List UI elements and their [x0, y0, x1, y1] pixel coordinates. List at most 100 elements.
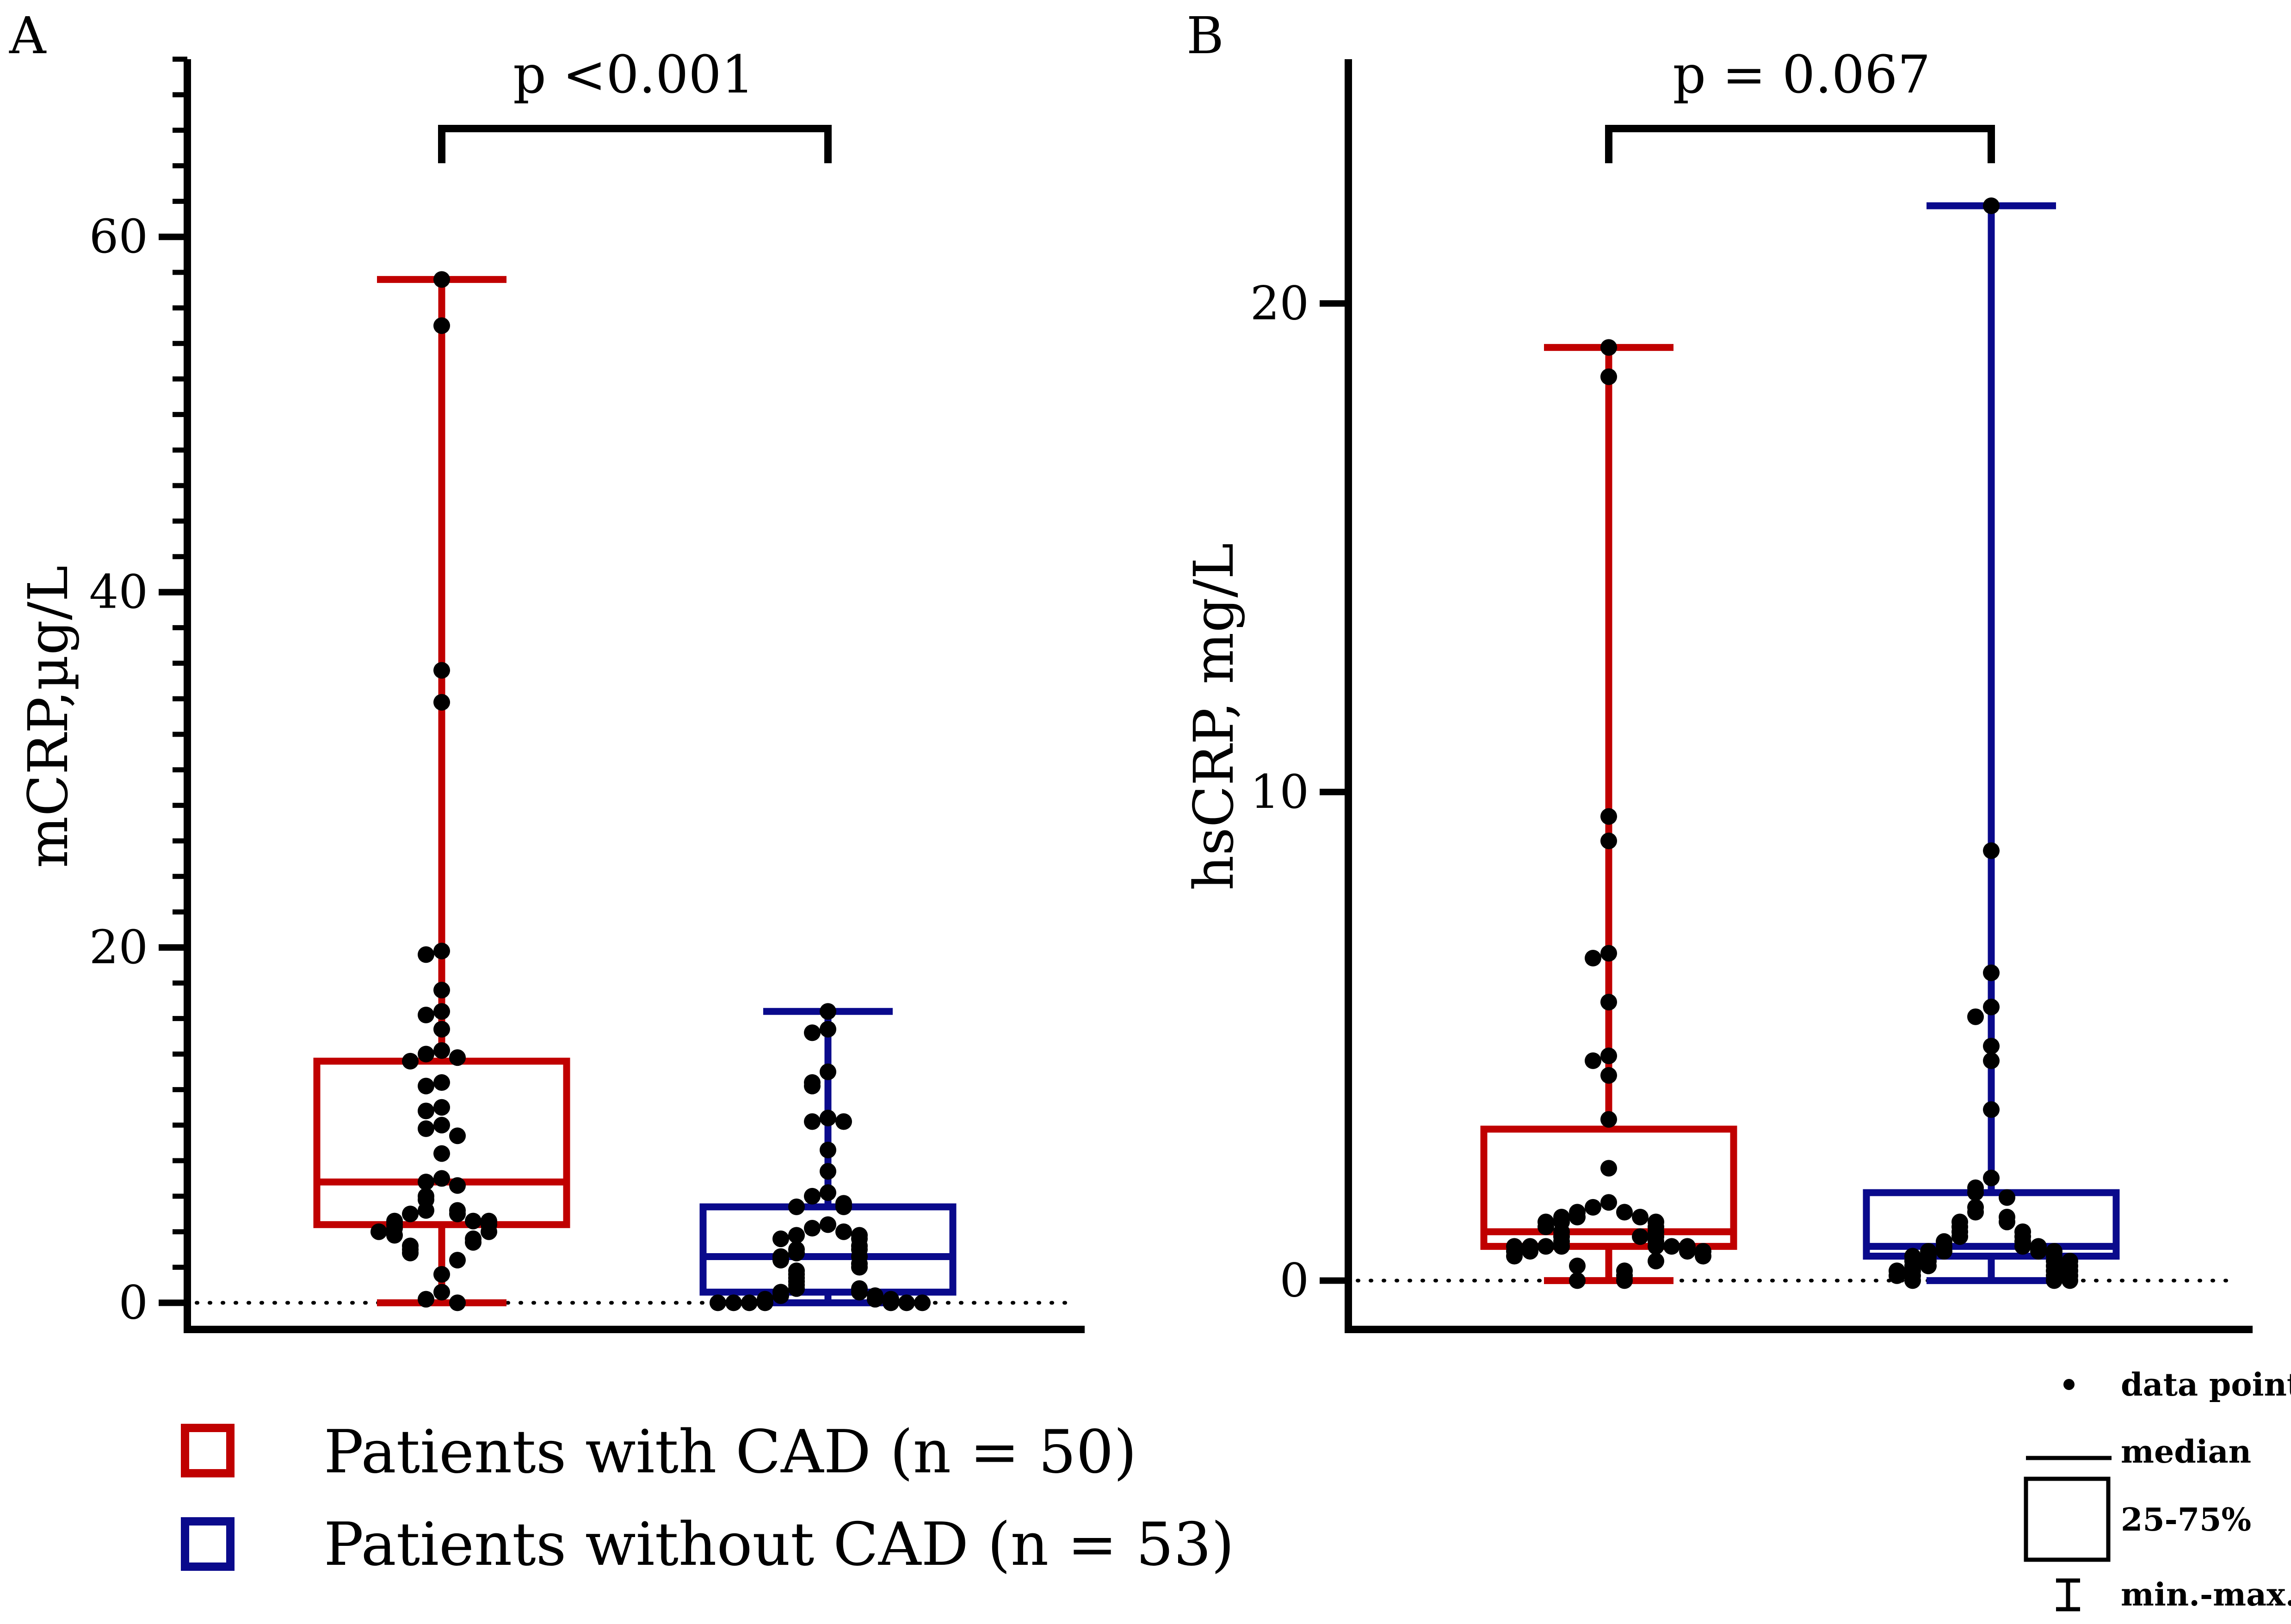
panel-a-cad-data-point — [418, 1077, 434, 1095]
panel-b-cad-data-point — [1585, 1052, 1601, 1069]
panel-a-cad-data-point — [433, 1021, 450, 1038]
panel-a-no-cad-data-point — [788, 1244, 805, 1261]
symbol-key: data point median 25-75% min.-max. — [2024, 1366, 2291, 1613]
panel-a-cad-data-point — [433, 317, 450, 334]
panel-a-no-cad-data-point — [835, 1223, 852, 1240]
panel-b-no-cad-data-point — [2046, 1272, 2063, 1289]
panel-b-cad-data-point — [1585, 950, 1601, 967]
panel-a-no-cad-data-point — [725, 1294, 742, 1311]
panel-b-no-cad-data-point — [1983, 1038, 2000, 1055]
panel-b-cad-iqr-box — [1480, 1126, 1737, 1250]
panel-a-cad-data-point — [433, 942, 450, 960]
panel-b-p-value: p = 0.067 — [1673, 45, 1930, 105]
panel-b-no-cad-data-point — [1999, 1189, 2015, 1206]
panel-a-no-cad-data-point — [851, 1284, 868, 1301]
panel-b-cad-data-point — [1679, 1243, 1696, 1260]
panel-b-cad-data-point — [1538, 1238, 1554, 1255]
panel-a-cad-iqr-box — [313, 1058, 570, 1228]
panel-a-cad-data-point — [449, 1206, 466, 1223]
panel-a-no-cad-data-point — [804, 1187, 821, 1205]
panel-b-cad-data-point — [1648, 1238, 1664, 1255]
panel-b-cad-data-point — [1600, 945, 1617, 962]
panel-b-cad-data-point — [1695, 1248, 1711, 1265]
panel-b-cad-data-point — [1600, 994, 1617, 1011]
panel-a-cad-data-point — [418, 1291, 434, 1308]
key-range-label: min.-max. — [2121, 1576, 2291, 1613]
panel-a-no-cad-data-point — [788, 1198, 805, 1215]
panel-b-no-cad-data-point — [1999, 1213, 2015, 1230]
panel-b-cad-data-point — [1569, 1257, 1586, 1274]
panel-b-significance-bracket — [1605, 125, 1995, 163]
panel-a-no-cad-data-point — [820, 1216, 836, 1233]
panel-a-cad-data-point — [402, 1052, 419, 1070]
panel-b-no-cad-data-point — [1983, 1169, 2000, 1187]
panel-a-no-cad-data-point — [820, 1141, 836, 1158]
panel-a-cad-data-point — [402, 1206, 419, 1223]
panel-a-significance-bracket — [438, 125, 832, 163]
panel-b-cad-data-point — [1600, 808, 1617, 825]
panel-a-cad-data-point — [433, 662, 450, 679]
panel-a-no-cad-data-point — [804, 1220, 821, 1237]
panel-a-cad-data-point — [449, 1127, 466, 1144]
group-legend: Patients with CAD (n = 50) Patients with… — [181, 1418, 1235, 1579]
panel-b-cad-data-point — [1616, 1204, 1633, 1221]
panel-a-cad-data-point — [418, 1102, 434, 1120]
panel-a-no-cad-data-point — [757, 1294, 773, 1311]
panel-a-cad-data-point — [465, 1234, 482, 1251]
panel-a-cad-data-point — [433, 982, 450, 999]
panel-b-no-cad-data-point — [1967, 1184, 1984, 1201]
panel-b-no-cad-data-point — [1904, 1272, 1921, 1289]
panel-a: A mCRP,µg/L p <0.001 0 20 40 60 — [9, 6, 1085, 1333]
legend-swatch-cad — [181, 1424, 235, 1477]
panel-a-cad-data-point — [418, 1006, 434, 1023]
panel-b-cad-data-point — [1648, 1253, 1664, 1270]
panel-a-cad-data-point — [402, 1244, 419, 1261]
panel-b-cad-data-point — [1538, 1218, 1554, 1236]
panel-b-cad-data-point — [1632, 1208, 1649, 1225]
legend-label-no-cad: Patients without CAD (n = 53) — [324, 1510, 1235, 1579]
panel-a-cad-data-point — [418, 1202, 434, 1219]
panel-a-cad-data-point — [433, 1170, 450, 1187]
panel-a-no-cad-data-point — [898, 1294, 915, 1311]
panel-b-no-cad-data-point — [1889, 1267, 1905, 1284]
panel-a-cad-data-point — [418, 1174, 434, 1191]
panel-a-cad-data-point — [418, 1046, 434, 1063]
panel-b-cad-data-point — [1506, 1248, 1523, 1265]
panel-a-cad-data-point — [418, 946, 434, 963]
panel-b-y-tick-label: 10 — [1250, 765, 1309, 819]
panel-a-cad-data-point — [433, 1042, 450, 1059]
panel-a-cad-data-point — [433, 271, 450, 288]
panel-a-no-cad-iqr-box — [699, 1203, 957, 1296]
panel-b-no-cad-data-point — [2014, 1238, 2031, 1255]
panel-b-no-cad-data-point — [2062, 1272, 2078, 1289]
panel-b-no-cad-data-point — [1983, 1101, 2000, 1118]
panel-b-cad-data-point — [1600, 1160, 1617, 1177]
panel-a-no-cad-data-point — [788, 1280, 805, 1297]
panel-b-no-cad-data-point — [1983, 964, 2000, 981]
panel-a-no-cad-data-point — [820, 1021, 836, 1038]
panel-a-y-tick-label: 40 — [89, 565, 148, 619]
panel-b-cad-data-point — [1663, 1238, 1680, 1255]
panel-a-cad-data-point — [449, 1294, 466, 1311]
panel-a-cad-data-point — [433, 1266, 450, 1283]
panel-b-y-tick-label: 20 — [1250, 276, 1309, 330]
panel-a-cad-data-point — [481, 1223, 497, 1240]
panel-b-cad-data-point — [1600, 368, 1617, 385]
panel-b-letter: B — [1186, 6, 1224, 65]
panel-a-y-tick-label: 60 — [89, 209, 148, 264]
panel-a-no-cad-data-point — [820, 1184, 836, 1201]
panel-b-cad-data-point — [1600, 1111, 1617, 1128]
panel-b-cad-data-point — [1569, 1208, 1586, 1225]
panel-a-no-cad-data-point — [788, 1227, 805, 1244]
key-range-icon — [2056, 1578, 2080, 1612]
panel-b-no-cad-data-point — [1983, 197, 2000, 214]
panel-b-no-cad-data-point — [2030, 1243, 2047, 1260]
panel-a-no-cad-data-point — [914, 1294, 931, 1311]
panel-a-cad-data-point — [433, 1074, 450, 1091]
key-median-label: median — [2121, 1433, 2251, 1470]
panel-a-no-cad-data-point — [804, 1113, 821, 1130]
legend-swatch-no-cad — [181, 1517, 235, 1571]
panel-a-no-cad-data-point — [820, 1109, 836, 1126]
panel-a-y-tick-label: 0 — [118, 1275, 148, 1329]
